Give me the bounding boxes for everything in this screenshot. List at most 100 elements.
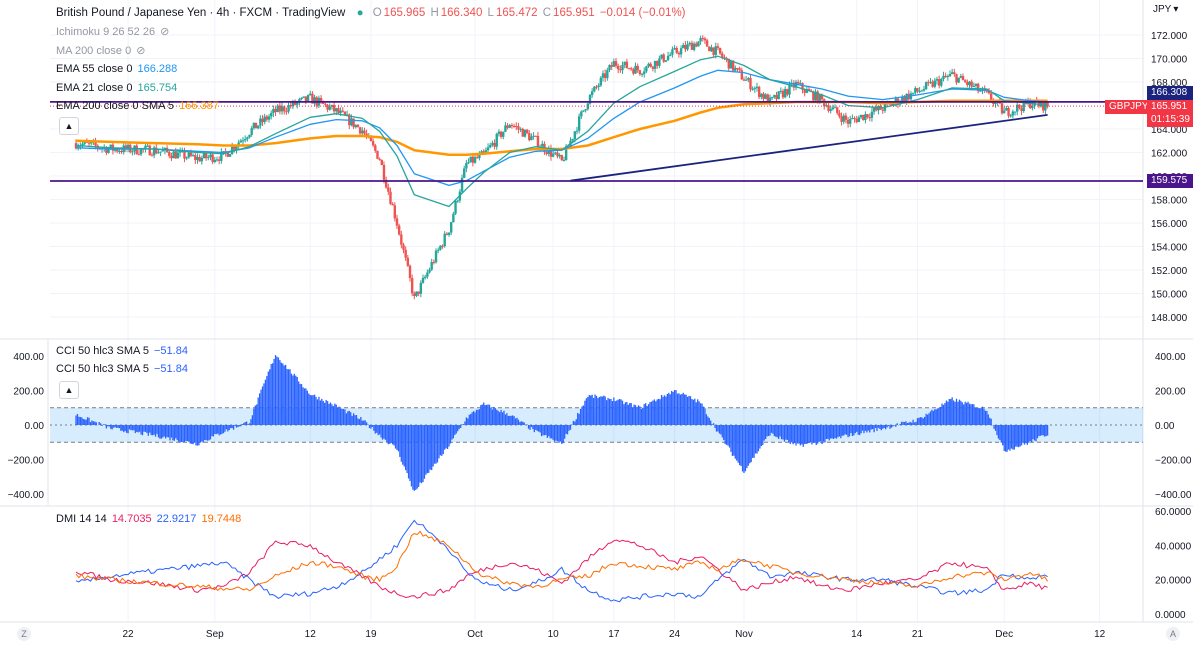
candle bbox=[131, 149, 134, 156]
candle bbox=[519, 127, 522, 132]
legend-ichimoku-label: Ichimoku 9 26 52 26 bbox=[56, 26, 156, 38]
legend-cci-1[interactable]: CCI 50 hlc3 SMA 5 −51.84 bbox=[56, 345, 190, 357]
candle-body bbox=[612, 61, 616, 67]
candle bbox=[467, 158, 470, 165]
candle-body bbox=[402, 244, 405, 250]
candle bbox=[859, 114, 863, 120]
candle-body bbox=[519, 128, 522, 130]
cci-tick-label-right: 0.00 bbox=[1155, 421, 1175, 432]
auto-scale-button[interactable]: A bbox=[1166, 627, 1180, 641]
candle-body bbox=[406, 257, 410, 266]
candle bbox=[666, 51, 670, 61]
collapse-legend-button[interactable]: ▲ bbox=[59, 117, 79, 135]
candle bbox=[1013, 111, 1017, 116]
candle-body bbox=[447, 232, 451, 235]
candle bbox=[465, 159, 468, 173]
candle bbox=[400, 230, 403, 249]
candle-body bbox=[820, 94, 824, 100]
candle bbox=[844, 112, 848, 124]
candle-body bbox=[875, 107, 878, 111]
candle-body bbox=[632, 69, 635, 74]
price-tick-label: 170.000 bbox=[1151, 55, 1188, 66]
candle bbox=[614, 58, 618, 69]
candle bbox=[675, 46, 678, 54]
symbol-title[interactable]: British Pound / Japanese Yen · 4h · FXCM… bbox=[56, 7, 346, 19]
candle-body bbox=[1029, 100, 1032, 109]
candle bbox=[942, 71, 945, 82]
legend-ema55[interactable]: EMA 55 close 0 166.288 bbox=[56, 63, 179, 75]
candle bbox=[460, 174, 464, 194]
candle-body bbox=[725, 58, 728, 60]
candle-body bbox=[829, 109, 832, 111]
candle bbox=[855, 115, 858, 124]
candle bbox=[274, 106, 277, 116]
candle-body bbox=[436, 249, 440, 251]
candle-body bbox=[256, 125, 260, 129]
legend-ma200[interactable]: MA 200 close 0 ⊘ bbox=[56, 44, 148, 57]
candle-body bbox=[174, 151, 177, 159]
time-tick-label: 19 bbox=[365, 629, 377, 640]
candle bbox=[827, 101, 830, 113]
legend-cci-2[interactable]: CCI 50 hlc3 SMA 5 −51.84 bbox=[56, 363, 190, 375]
candle bbox=[200, 155, 204, 165]
candle-body bbox=[608, 65, 611, 71]
legend-ema21[interactable]: EMA 21 close 0 165.754 bbox=[56, 82, 179, 94]
ohlc-c-label: C bbox=[542, 7, 552, 19]
candle-body bbox=[924, 82, 928, 90]
currency-selector[interactable]: JPY ▾ bbox=[1153, 4, 1180, 15]
candle-body bbox=[645, 66, 648, 72]
candle-body bbox=[846, 119, 850, 124]
price-tick-label: 156.000 bbox=[1151, 219, 1188, 230]
candle-body bbox=[562, 160, 566, 162]
candle bbox=[252, 122, 256, 130]
candle bbox=[744, 75, 748, 81]
candle-body bbox=[580, 111, 583, 117]
cci-tick-label-right: −200.00 bbox=[1155, 456, 1192, 467]
candle bbox=[371, 138, 375, 148]
candle-body bbox=[161, 150, 164, 152]
candle-body bbox=[866, 114, 869, 118]
candle-body bbox=[168, 151, 171, 156]
candle-body bbox=[358, 127, 362, 134]
candle bbox=[452, 211, 455, 223]
candle-body bbox=[443, 233, 446, 247]
candle-body bbox=[595, 86, 598, 88]
candle bbox=[384, 176, 388, 189]
ohlc-open: 165.965 bbox=[383, 7, 426, 19]
candle bbox=[590, 88, 594, 98]
hidden-eye-icon[interactable]: ⊘ bbox=[136, 45, 146, 57]
legend-dmi[interactable]: DMI 14 14 14.7035 22.9217 19.7448 bbox=[56, 513, 243, 525]
candle bbox=[439, 245, 442, 251]
hidden-eye-icon[interactable]: ⊘ bbox=[160, 26, 170, 38]
candle-body bbox=[345, 114, 349, 116]
candle bbox=[786, 88, 789, 97]
candle bbox=[872, 106, 876, 115]
collapse-legend-button[interactable]: ▲ bbox=[59, 381, 79, 399]
candle-body bbox=[452, 213, 455, 223]
candle bbox=[358, 126, 362, 137]
candle bbox=[118, 148, 121, 154]
candle-body bbox=[773, 95, 776, 97]
candle-body bbox=[300, 97, 303, 100]
legend-ichimoku[interactable]: Ichimoku 9 26 52 26 ⊘ bbox=[56, 25, 171, 38]
candle-body bbox=[970, 81, 973, 87]
candle bbox=[862, 114, 865, 121]
candle bbox=[196, 153, 199, 164]
candle-body bbox=[853, 118, 856, 120]
candle bbox=[506, 122, 509, 130]
candle-body bbox=[989, 93, 993, 101]
candle-body bbox=[515, 126, 518, 128]
candle-body bbox=[825, 105, 828, 107]
candle-body bbox=[935, 79, 939, 81]
candle bbox=[530, 133, 533, 141]
candle bbox=[148, 144, 151, 156]
candle-body bbox=[881, 109, 884, 111]
legend-ema200[interactable]: EMA 200 close 0 SMA 5 166.387 bbox=[56, 100, 221, 112]
timezone-button[interactable]: Z bbox=[17, 627, 31, 641]
candle-body bbox=[901, 96, 904, 103]
candle-body bbox=[118, 150, 121, 152]
candle-body bbox=[712, 47, 715, 55]
candle-body bbox=[1016, 104, 1019, 112]
